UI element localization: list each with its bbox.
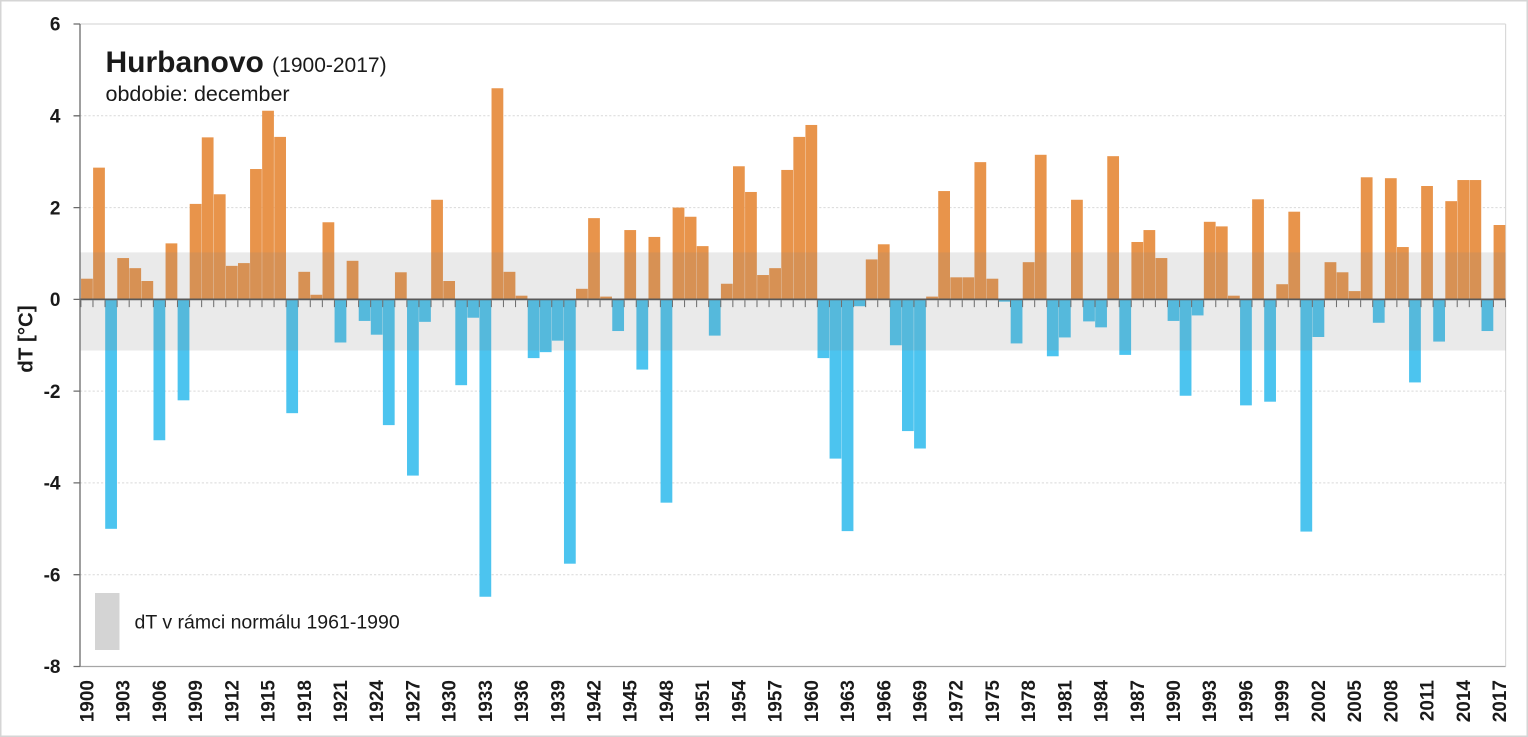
svg-text:dT [°C]: dT [°C] — [15, 305, 38, 372]
svg-text:dT v rámci normálu 1961-1990: dT v rámci normálu 1961-1990 — [135, 612, 400, 634]
svg-text:1984: 1984 — [1092, 680, 1113, 723]
svg-text:1987: 1987 — [1128, 680, 1149, 722]
svg-text:1981: 1981 — [1055, 680, 1076, 723]
svg-text:1912: 1912 — [222, 680, 243, 722]
svg-text:1924: 1924 — [367, 680, 388, 723]
svg-text:1948: 1948 — [657, 680, 678, 722]
svg-text:1990: 1990 — [1164, 680, 1185, 722]
svg-text:2011: 2011 — [1418, 680, 1439, 722]
svg-text:1939: 1939 — [548, 680, 569, 722]
svg-text:1927: 1927 — [403, 680, 424, 722]
svg-text:1930: 1930 — [440, 680, 461, 722]
svg-text:1945: 1945 — [621, 680, 642, 723]
svg-text:1942: 1942 — [585, 680, 606, 722]
svg-text:-4: -4 — [44, 474, 61, 495]
svg-text:1957: 1957 — [766, 680, 787, 722]
svg-text:1906: 1906 — [150, 680, 171, 722]
svg-text:1936: 1936 — [512, 680, 533, 722]
svg-text:6: 6 — [50, 15, 61, 36]
svg-text:1954: 1954 — [729, 680, 750, 723]
svg-text:obdobie: december: obdobie: december — [106, 82, 290, 106]
svg-text:1960: 1960 — [802, 680, 823, 722]
svg-text:1999: 1999 — [1273, 680, 1294, 722]
svg-text:1915: 1915 — [259, 680, 280, 723]
svg-text:1966: 1966 — [874, 680, 895, 722]
svg-text:1969: 1969 — [911, 680, 932, 722]
svg-text:2008: 2008 — [1381, 680, 1402, 722]
svg-text:1972: 1972 — [947, 680, 968, 722]
svg-text:0: 0 — [50, 290, 61, 311]
svg-text:-6: -6 — [44, 565, 61, 586]
svg-text:2002: 2002 — [1309, 680, 1330, 722]
svg-text:1933: 1933 — [476, 680, 497, 722]
svg-text:1951: 1951 — [693, 680, 714, 723]
svg-text:1975: 1975 — [983, 680, 1004, 723]
svg-text:1978: 1978 — [1019, 680, 1040, 722]
svg-text:1918: 1918 — [295, 680, 316, 722]
svg-text:1993: 1993 — [1200, 680, 1221, 722]
svg-text:2017: 2017 — [1490, 680, 1511, 722]
svg-text:-2: -2 — [44, 382, 61, 403]
svg-text:1909: 1909 — [186, 680, 207, 722]
svg-text:1900: 1900 — [77, 680, 98, 722]
svg-text:-8: -8 — [44, 657, 61, 678]
svg-text:1921: 1921 — [331, 680, 352, 723]
svg-text:2014: 2014 — [1454, 680, 1475, 723]
svg-text:4: 4 — [50, 107, 61, 128]
svg-text:1996: 1996 — [1236, 680, 1257, 722]
svg-text:1963: 1963 — [838, 680, 859, 722]
svg-text:1903: 1903 — [114, 680, 135, 722]
svg-text:2: 2 — [50, 198, 61, 219]
svg-text:2005: 2005 — [1345, 680, 1366, 723]
